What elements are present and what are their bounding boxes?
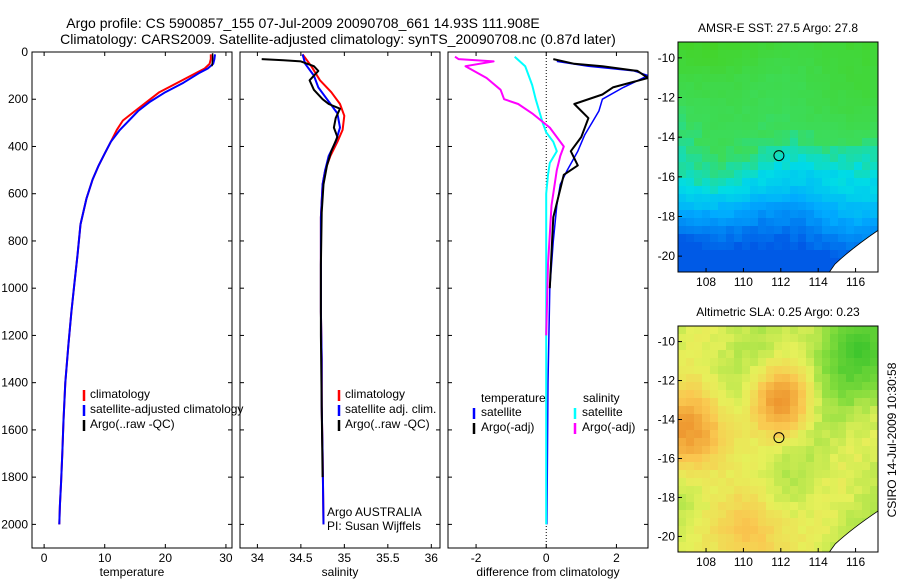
x-tick-label: 114 (809, 555, 828, 569)
x-tick-label: 10 (98, 551, 112, 565)
sla-map-frame (677, 325, 879, 553)
operator-annotation: Argo AUSTRALIA (327, 505, 422, 519)
y-tick-label: -12 (658, 91, 676, 105)
difference-legend: temperature salinitysatelliteArgo(-adj)sa… (472, 391, 635, 434)
coastline (828, 510, 879, 553)
timestamp-side-label: CSIRO 14-Jul-2009 10:30:58 (885, 362, 899, 517)
x-tick-label: 20 (159, 551, 173, 565)
difference-xlabel: difference from climatology (476, 565, 619, 579)
x-tick-label: 112 (771, 555, 790, 569)
y-tick-label: -16 (658, 170, 676, 184)
sst-map-cells (678, 42, 879, 273)
x-tick-label: 0 (543, 551, 550, 565)
y-tick-label: -20 (658, 249, 676, 263)
x-tick-label: 0 (41, 551, 48, 565)
x-tick-label: 36 (425, 551, 439, 565)
temperature-series-climatology (58, 54, 212, 525)
temperature-series-satellite-adjusted-climatology (58, 54, 216, 525)
y-tick-label: -16 (658, 451, 676, 465)
legend-label: Argo(-adj) (582, 420, 635, 434)
difference-series-temperature-satellite (546, 60, 648, 525)
y-tick-label: 1600 (1, 423, 28, 437)
y-tick-label: 800 (8, 234, 28, 248)
sla-map: 108 110 112 114 116 -10 -12 -14 -16 -18 -20 Altimet… (658, 305, 879, 569)
x-tick-label: 35 (338, 551, 352, 565)
temperature-xlabel: temperature (100, 565, 165, 579)
y-tick-label: 1200 (1, 328, 28, 342)
figure-title-line1: Argo profile: CS 5900857_155 07-Jul-2009… (66, 15, 540, 31)
x-tick-label: 2 (613, 551, 620, 565)
difference-series-salinity-argo-adj- (454, 55, 565, 336)
legend-header: temperature (481, 391, 546, 405)
y-tick-label: 1000 (1, 281, 28, 295)
sla-map-cells (678, 326, 879, 553)
y-tick-label: 1400 (1, 376, 28, 390)
y-tick-label: -14 (658, 130, 676, 144)
y-tick-label: -18 (658, 490, 676, 504)
pi-annotation: PI: Susan Wijffels (327, 519, 421, 533)
legend-header: salinity (583, 391, 620, 405)
y-tick-label: 1800 (1, 470, 28, 484)
y-tick-label: -18 (658, 209, 676, 223)
argo-position-marker (773, 150, 785, 162)
y-tick-label: -14 (658, 413, 676, 427)
difference-series (454, 55, 648, 525)
y-tick-label: -10 (658, 51, 676, 65)
legend-label: climatology (90, 387, 150, 401)
y-tick-label: 200 (8, 92, 28, 106)
argo-position-marker (773, 432, 785, 444)
temperature-series-argo-raw-qc- (211, 53, 214, 67)
x-tick-label: 35.5 (376, 551, 400, 565)
y-tick-label: 0 (21, 45, 28, 59)
x-tick-label: 116 (846, 555, 865, 569)
x-tick-label: 110 (734, 555, 753, 569)
temperature-series (58, 53, 216, 525)
x-tick-label: 112 (771, 275, 790, 289)
x-tick-label: 108 (696, 555, 716, 569)
legend-label: Argo(..raw -QC) (345, 417, 430, 431)
y-tick-label: 2000 (1, 517, 28, 531)
coastline (828, 229, 879, 273)
salinity-xlabel: salinity (322, 565, 359, 579)
figure-title-line2: Climatology: CARS2009. Satellite-adjuste… (60, 31, 616, 47)
y-tick-label: 600 (8, 187, 28, 201)
salinity-frame (239, 51, 441, 549)
x-tick-label: 34 (251, 551, 265, 565)
legend-label: satellite-adjusted climatology (90, 402, 243, 416)
sst-map: 108 110 112 114 116 -10 -12 -14 -16 -18 -20 AMSR-E … (658, 21, 879, 289)
temperature-frame (31, 51, 233, 549)
difference-series-temperature-argo-adj- (548, 58, 648, 289)
y-tick-label: -20 (658, 529, 676, 543)
legend-label: satellite adj. clim. (345, 402, 436, 416)
y-tick-label: 400 (8, 139, 28, 153)
salinity-profile-chart: 34 34.5 35 35.5 36 salinity climatologysatelli… (239, 51, 441, 579)
salinity-series (261, 53, 346, 525)
y-tick-label: -12 (658, 374, 676, 388)
legend-label: satellite (481, 405, 522, 419)
sla-map-title: Altimetric SLA: 0.25 Argo: 0.23 (696, 305, 860, 319)
salinity-series-argo-raw-qc- (261, 58, 341, 478)
x-tick-label: 108 (696, 275, 716, 289)
sst-map-frame (677, 41, 879, 273)
difference-frame (447, 51, 649, 549)
sst-map-title: AMSR-E SST: 27.5 Argo: 27.8 (698, 21, 858, 35)
legend-label: climatology (345, 387, 405, 401)
x-tick-label: 30 (219, 551, 233, 565)
difference-series-salinity-satellite (514, 55, 558, 525)
x-tick-label: 114 (809, 275, 828, 289)
x-tick-label: 116 (846, 275, 865, 289)
temperature-profile-chart: 0 10 20 30 0 200 400 600 800 1000 1200 1400 1600 1800… (1, 45, 243, 579)
y-tick-label: -10 (658, 335, 676, 349)
legend-label: Argo(..raw -QC) (90, 417, 175, 431)
x-tick-label: 110 (734, 275, 753, 289)
legend-label: Argo(-adj) (481, 420, 534, 434)
x-tick-label: 34.5 (289, 551, 313, 565)
x-tick-label: -2 (471, 551, 482, 565)
legend-label: satellite (582, 405, 623, 419)
